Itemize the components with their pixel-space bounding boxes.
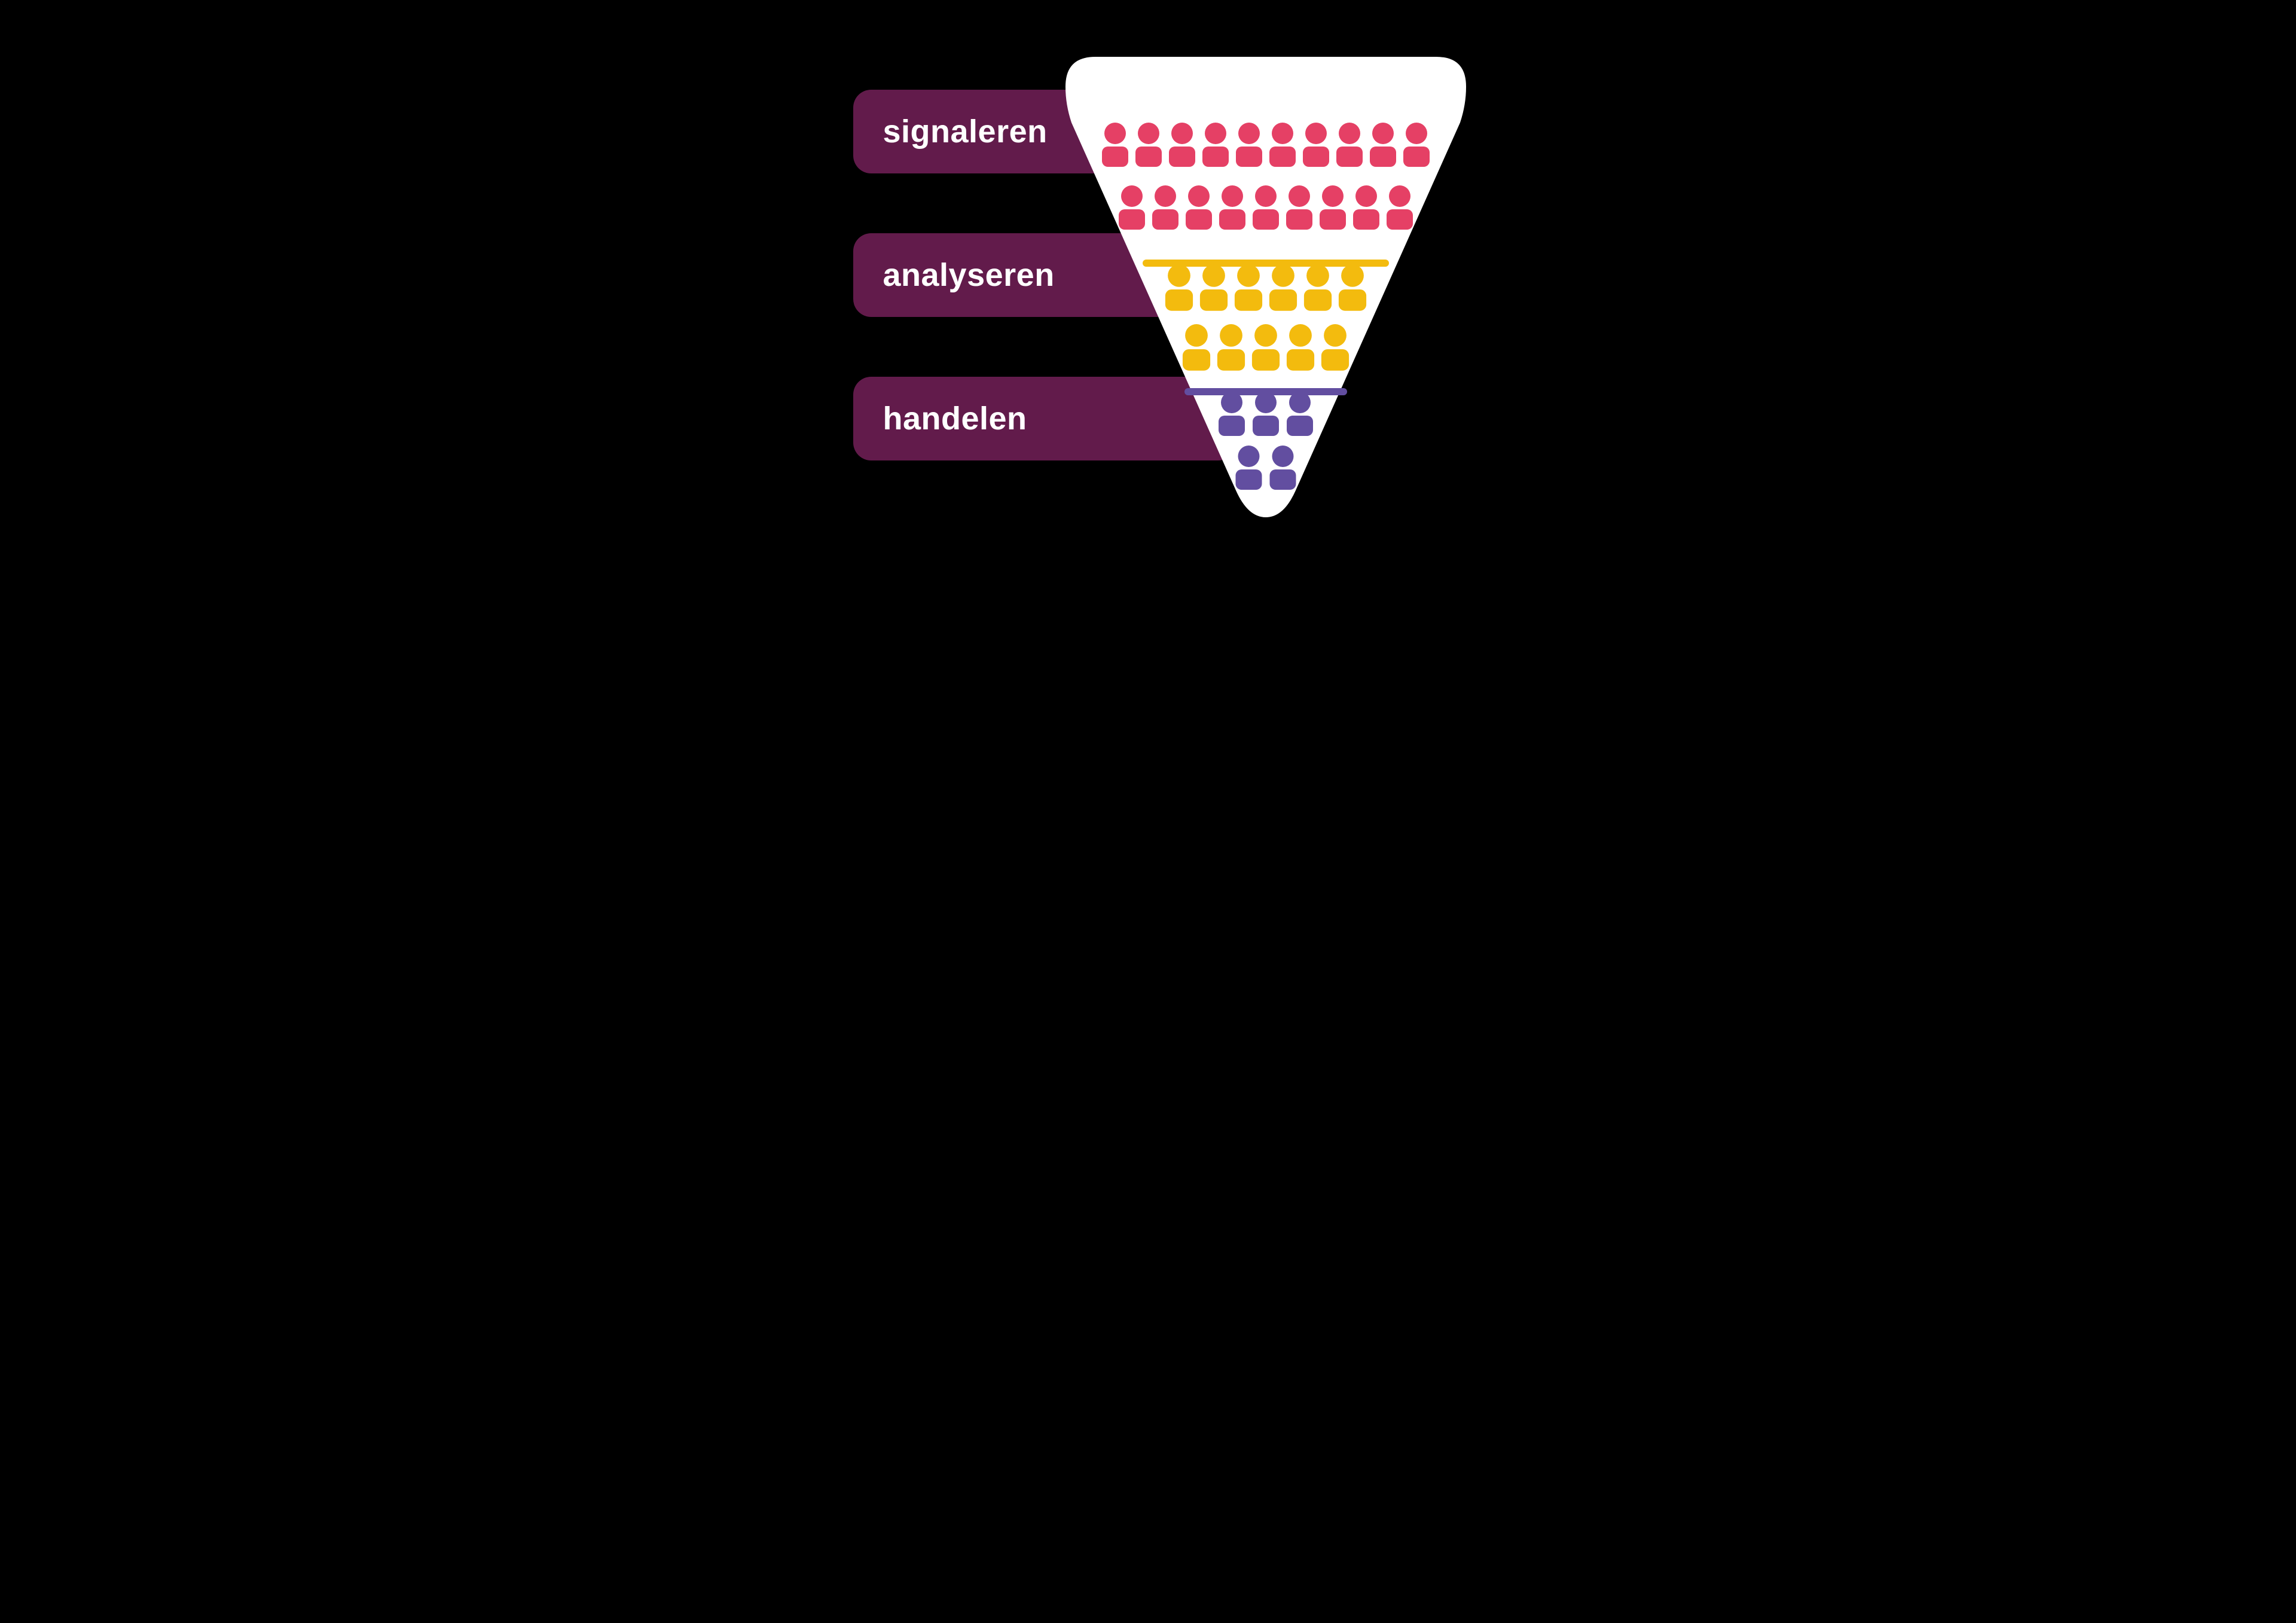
funnel-diagram: signaleren analyseren handelen <box>749 0 1548 565</box>
funnel-shape <box>1065 57 1466 517</box>
stage-label-text: analyseren <box>883 257 1055 294</box>
stage-label-text: signaleren <box>883 113 1048 150</box>
stage-label-text: handelen <box>883 400 1027 437</box>
funnel-body <box>1065 57 1466 517</box>
